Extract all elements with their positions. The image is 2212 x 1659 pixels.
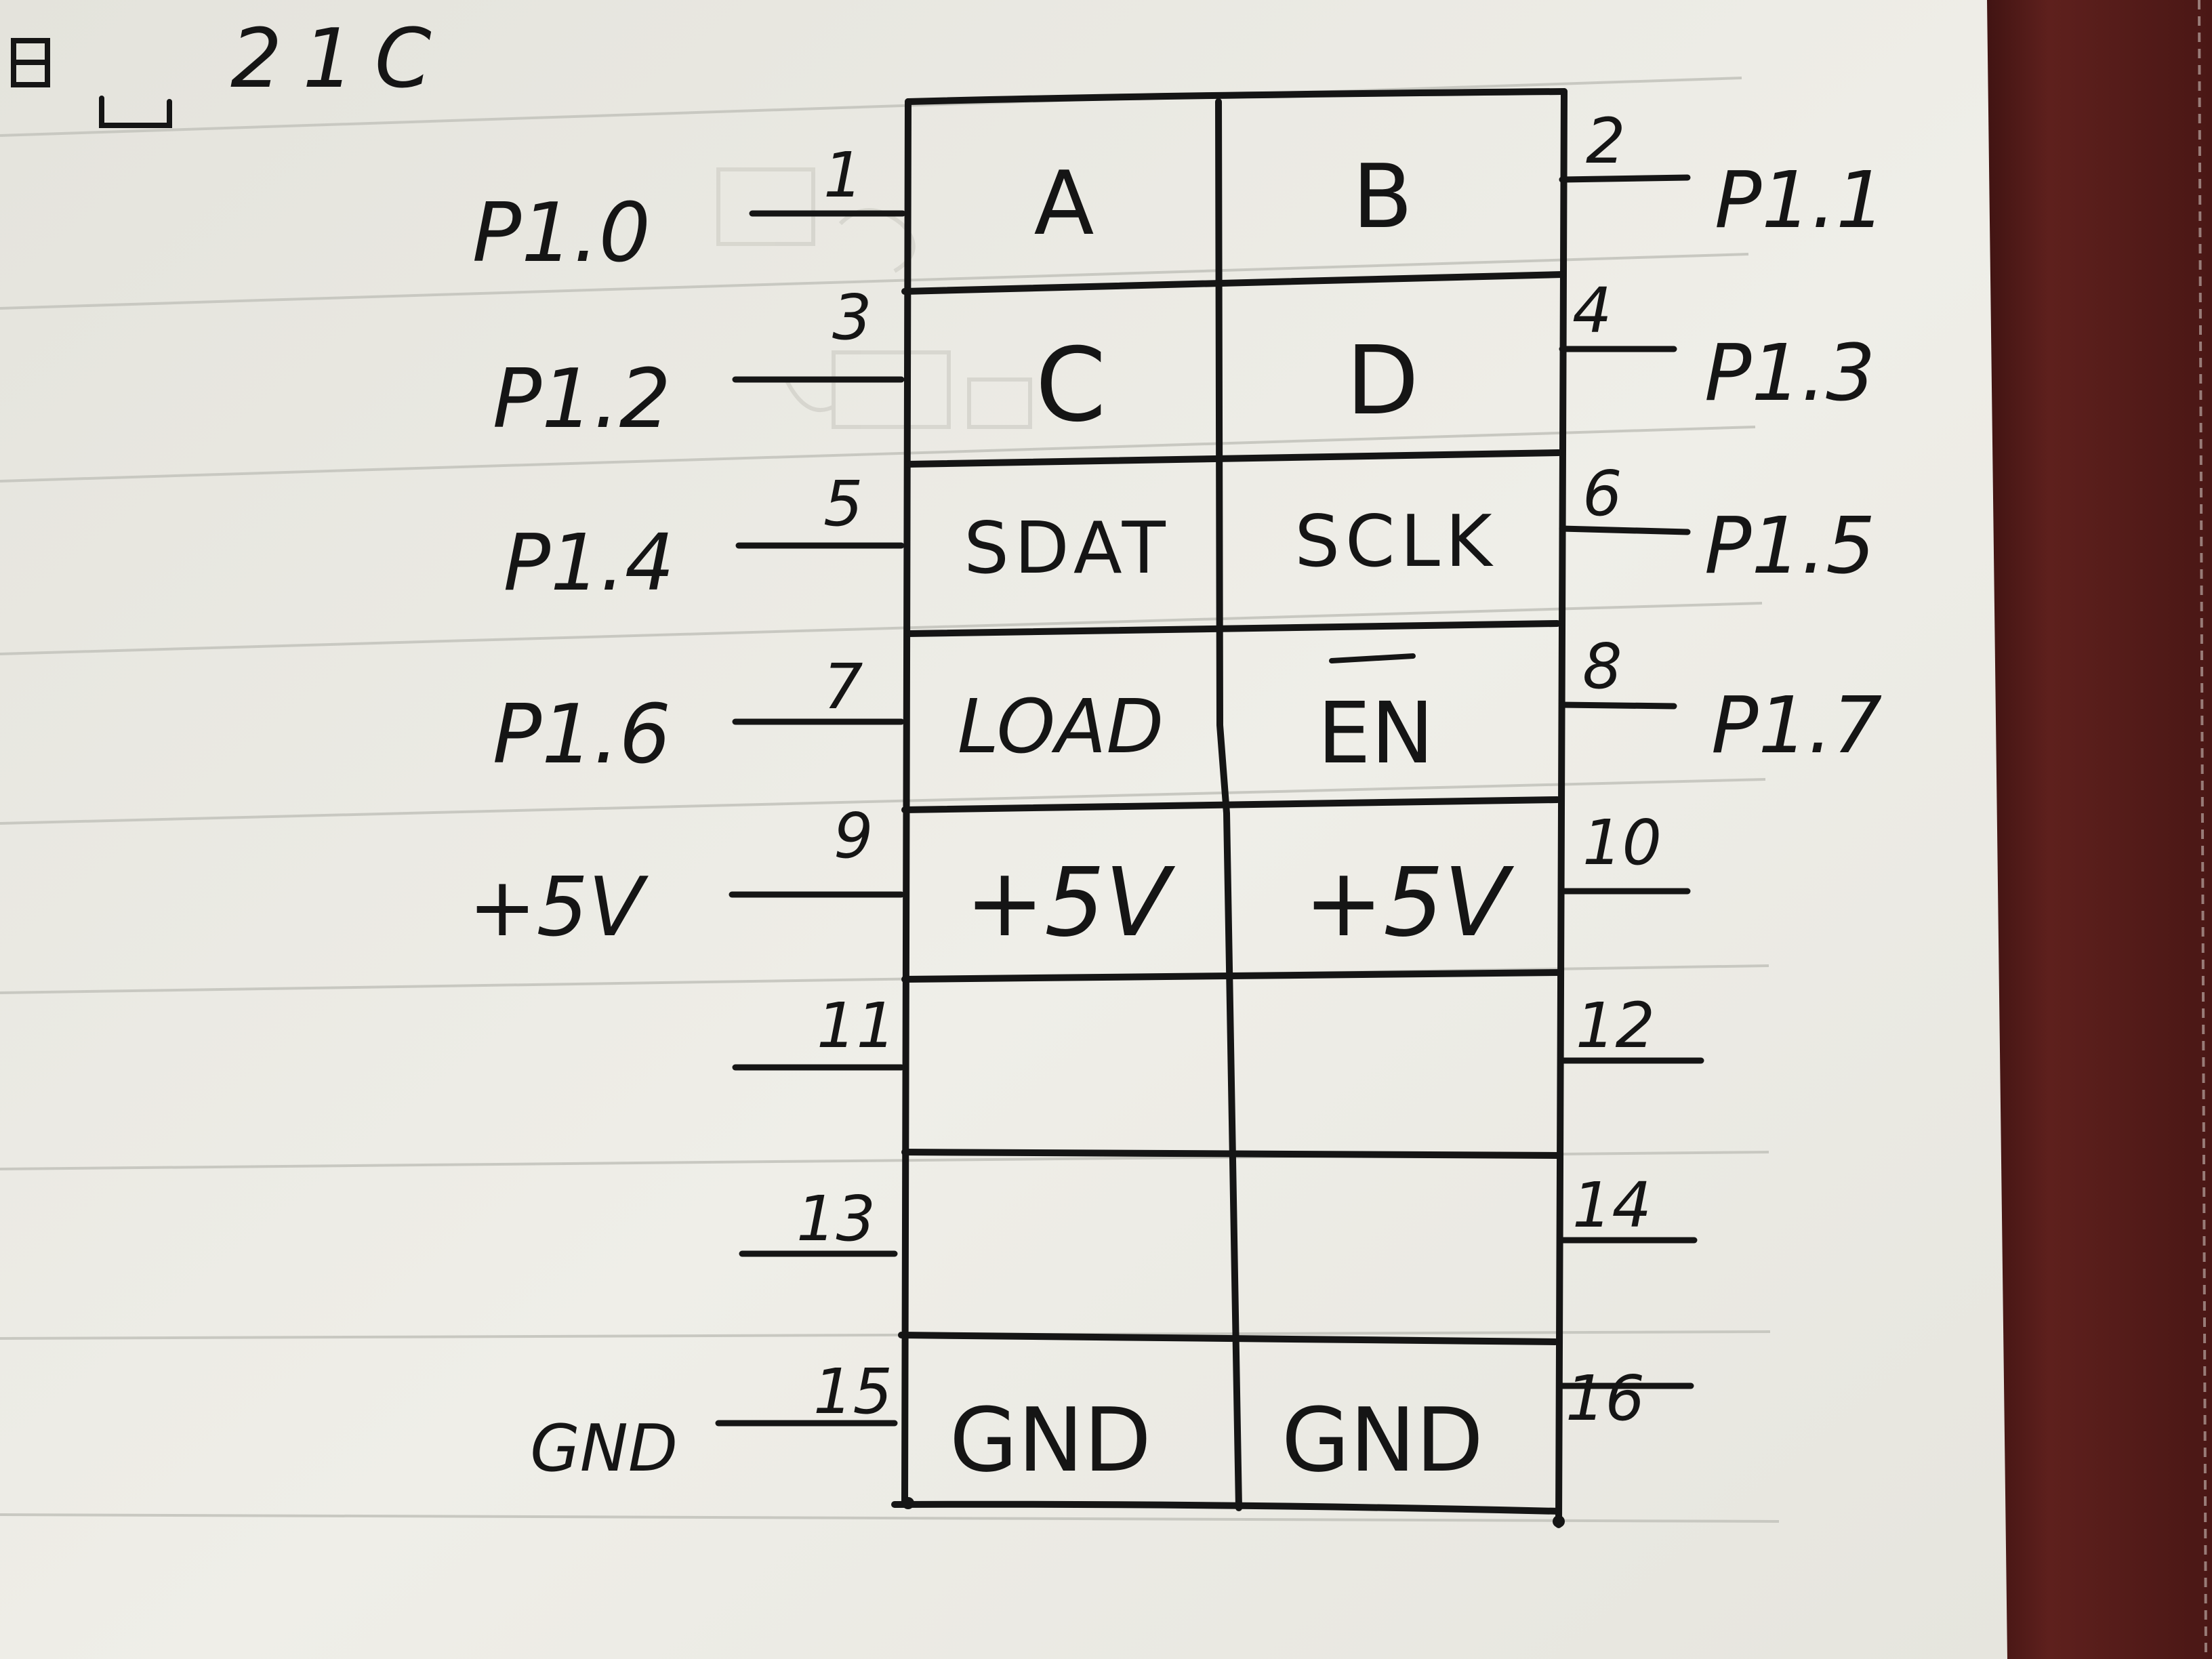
pin-number: 15 bbox=[813, 1355, 893, 1428]
pin-number: 1 bbox=[823, 139, 863, 211]
cell-label: EN bbox=[1317, 684, 1435, 783]
notebook-cover bbox=[1979, 0, 2212, 1659]
cell-label: B bbox=[1352, 145, 1412, 248]
signal-label: +5V bbox=[468, 861, 649, 955]
pin-number: 5 bbox=[823, 468, 863, 540]
cell-label: GND bbox=[949, 1389, 1151, 1492]
signal-label: P1.1 bbox=[1715, 155, 1885, 246]
cell-label: +5V bbox=[1304, 848, 1514, 958]
pin-number: 10 bbox=[1582, 806, 1662, 879]
pin-number: 8 bbox=[1582, 630, 1622, 703]
header-text: 21C bbox=[230, 12, 451, 106]
cell-label: D bbox=[1346, 326, 1419, 436]
pin-number: 14 bbox=[1572, 1169, 1652, 1242]
cell-label: LOAD bbox=[958, 683, 1164, 770]
signal-label: P1.5 bbox=[1704, 501, 1875, 592]
signal-label: P1.6 bbox=[493, 688, 671, 782]
pin-number: 13 bbox=[796, 1183, 876, 1255]
cell-label: C bbox=[1036, 327, 1107, 445]
pin-number: 2 bbox=[1586, 105, 1626, 178]
cell-label: A bbox=[1034, 152, 1094, 255]
pin-number: 9 bbox=[834, 800, 874, 872]
pin-number: 6 bbox=[1582, 457, 1622, 530]
signal-label: P1.4 bbox=[504, 518, 674, 609]
signal-label: P1.0 bbox=[472, 186, 651, 281]
pin-number: 3 bbox=[832, 281, 872, 354]
cell-label: +5V bbox=[965, 848, 1175, 958]
cell-label: SDAT bbox=[964, 507, 1170, 590]
pin-number: 4 bbox=[1572, 274, 1612, 347]
pin-number: 12 bbox=[1576, 989, 1655, 1062]
signal-label: GND bbox=[530, 1412, 678, 1486]
cell-label: SCLK bbox=[1294, 500, 1497, 583]
pin-number: 16 bbox=[1565, 1362, 1645, 1435]
signal-label: P1.7 bbox=[1711, 680, 1882, 771]
signal-label: P1.2 bbox=[493, 352, 671, 447]
signal-label: P1.3 bbox=[1704, 328, 1875, 419]
cell-label: GND bbox=[1282, 1389, 1483, 1492]
pin-number: 11 bbox=[817, 989, 896, 1062]
pin-number: 7 bbox=[823, 651, 863, 723]
